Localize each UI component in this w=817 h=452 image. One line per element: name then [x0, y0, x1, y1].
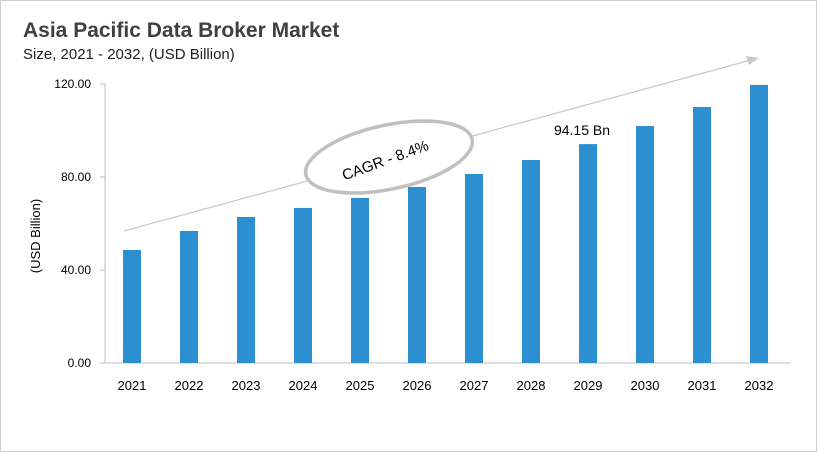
x-tick-label: 2022	[175, 378, 204, 393]
y-tick-label: 120.00	[54, 77, 91, 91]
y-axis-label: (USD Billion)	[28, 199, 43, 273]
x-tick-label: 2024	[289, 378, 318, 393]
x-tick-label: 2027	[460, 378, 489, 393]
bar-2021	[123, 250, 141, 363]
arrow-head-icon	[746, 56, 759, 65]
bar-2029	[579, 144, 597, 363]
x-tick-label: 2029	[574, 378, 603, 393]
bar-2023	[237, 216, 255, 363]
x-tick-label: 2023	[232, 378, 261, 393]
bar-2026	[408, 186, 426, 363]
chart-subtitle: Size, 2021 - 2032, (USD Billion)	[23, 46, 235, 63]
x-tick-label: 2032	[745, 378, 774, 393]
bar-2025	[351, 197, 369, 363]
x-tick-label: 2026	[403, 378, 432, 393]
bar-2028	[522, 160, 540, 363]
bar-2032	[750, 84, 768, 364]
x-tick-label: 2025	[346, 378, 375, 393]
bar-2030	[636, 126, 654, 364]
y-tick-label: 40.00	[61, 263, 91, 277]
x-tick-label: 2021	[118, 378, 147, 393]
y-tick-label: 80.00	[61, 170, 91, 184]
bar-2027	[465, 173, 483, 363]
x-tick-label: 2030	[631, 378, 660, 393]
bar-2022	[180, 230, 198, 363]
x-tick-label: 2028	[517, 378, 546, 393]
x-tick-label: 2031	[688, 378, 717, 393]
bar-2024	[294, 207, 312, 363]
bar-2031	[693, 107, 711, 363]
y-tick-label: 0.00	[68, 356, 92, 370]
data-label: 94.15 Bn	[554, 122, 610, 138]
chart-title: Asia Pacific Data Broker Market	[23, 19, 340, 42]
cagr-ellipse	[303, 119, 475, 195]
